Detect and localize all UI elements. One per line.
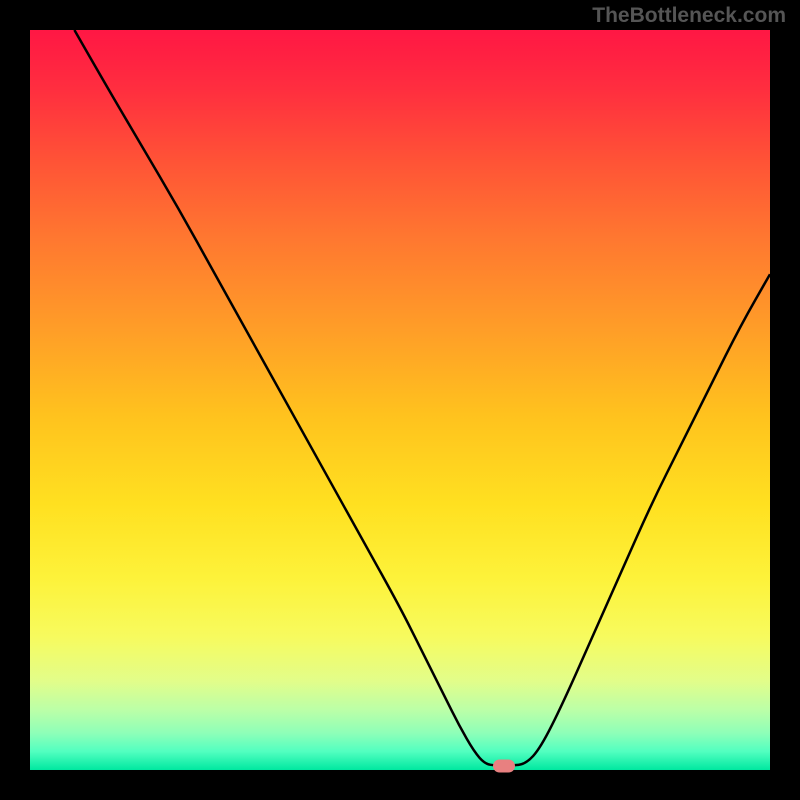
watermark-text: TheBottleneck.com xyxy=(592,4,786,28)
chart-plot-area xyxy=(30,30,770,770)
bottleneck-curve xyxy=(30,30,770,770)
optimal-point-marker xyxy=(493,759,515,772)
